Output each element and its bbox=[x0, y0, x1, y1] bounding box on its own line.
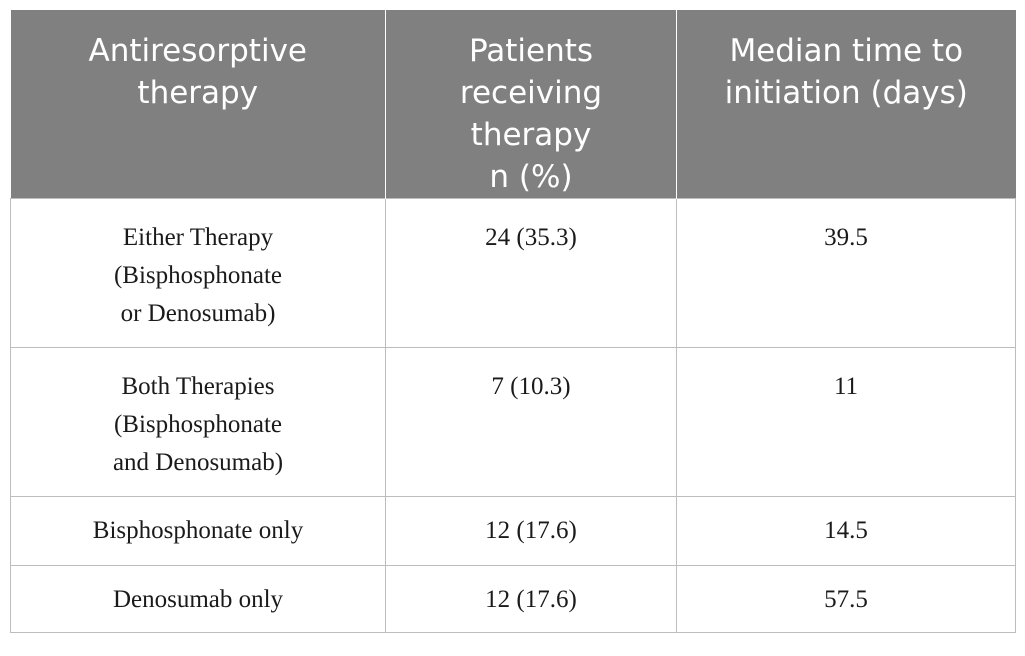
median-time-cell: 39.5 bbox=[676, 198, 1016, 348]
therapy-cell: Either Therapy (Bisphosphonate or Denosu… bbox=[10, 198, 386, 348]
median-time-cell: 57.5 bbox=[676, 565, 1016, 633]
header-patients-receiving: Patients receiving therapy n (%) bbox=[385, 10, 677, 199]
header-row: Antiresorptive therapy Patients receivin… bbox=[10, 10, 1016, 199]
table-row: Bisphosphonate only 12 (17.6) 14.5 bbox=[10, 496, 1016, 566]
table-row: Denosumab only 12 (17.6) 57.5 bbox=[10, 565, 1016, 633]
therapy-table: Antiresorptive therapy Patients receivin… bbox=[10, 10, 1016, 633]
patients-cell: 12 (17.6) bbox=[385, 565, 677, 633]
therapy-cell: Bisphosphonate only bbox=[10, 496, 386, 566]
header-median-time: Median time to initiation (days) bbox=[676, 10, 1016, 199]
median-time-cell: 11 bbox=[676, 347, 1016, 497]
table-row: Both Therapies (Bisphosphonate and Denos… bbox=[10, 347, 1016, 497]
header-antiresorptive-therapy: Antiresorptive therapy bbox=[10, 10, 386, 199]
patients-cell: 12 (17.6) bbox=[385, 496, 677, 566]
patients-cell: 24 (35.3) bbox=[385, 198, 677, 348]
therapy-cell: Denosumab only bbox=[10, 565, 386, 633]
median-time-cell: 14.5 bbox=[676, 496, 1016, 566]
table-row: Either Therapy (Bisphosphonate or Denosu… bbox=[10, 198, 1016, 348]
therapy-cell: Both Therapies (Bisphosphonate and Denos… bbox=[10, 347, 386, 497]
patients-cell: 7 (10.3) bbox=[385, 347, 677, 497]
